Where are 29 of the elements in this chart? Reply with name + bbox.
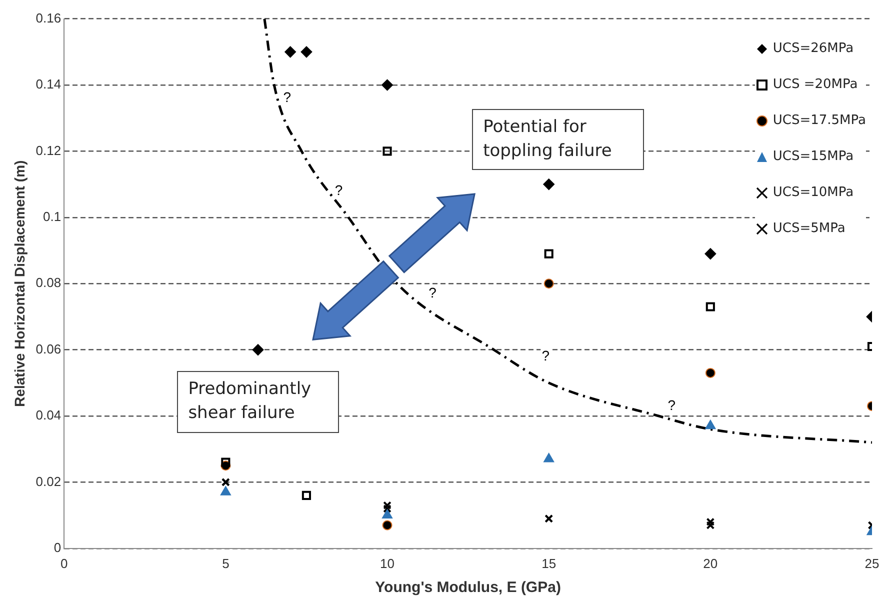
x-tick-label: 25 (864, 556, 880, 571)
y-axis-title: Relative Horizontal Displacement (m) (11, 160, 28, 407)
y-tick-label: 0.12 (36, 142, 62, 158)
x-tick-label: 5 (222, 556, 230, 571)
y-tick-label: 0.1 (43, 208, 62, 224)
x-tick-label: 15 (542, 556, 556, 571)
legend-label: UCS=17.5MPa (772, 113, 866, 128)
legend-label: UCS=10MPa (772, 185, 854, 200)
x-axis-title: Young's Modulus, E (GPa) (375, 579, 561, 596)
legend-label: UCS=5MPa (772, 221, 846, 236)
y-tick-label: 0.06 (36, 341, 62, 356)
annotation: ? (334, 182, 343, 198)
annotation: ? (542, 347, 550, 364)
legend-label: UCS=26MPa (772, 41, 854, 56)
annotation: Predominantly shear failure (177, 370, 340, 433)
y-tick-label: 0.08 (36, 275, 62, 290)
y-tick-label: 0.02 (36, 474, 62, 489)
legend-label: UCS =20MPa (772, 77, 858, 92)
annotation: Potential for toppling failure (472, 108, 644, 170)
y-tick-label: 0 (54, 540, 62, 555)
annotation: ? (283, 89, 292, 106)
x-tick-label: 10 (380, 556, 394, 571)
x-tick-label: 20 (703, 556, 718, 571)
annotation: ? (668, 396, 676, 413)
legend-label: UCS=15MPa (772, 149, 854, 164)
y-tick-label: 0.16 (36, 10, 62, 26)
y-tick-label: 0.14 (36, 76, 62, 92)
annotation: ? (428, 284, 437, 300)
y-tick-label: 0.04 (36, 408, 62, 423)
